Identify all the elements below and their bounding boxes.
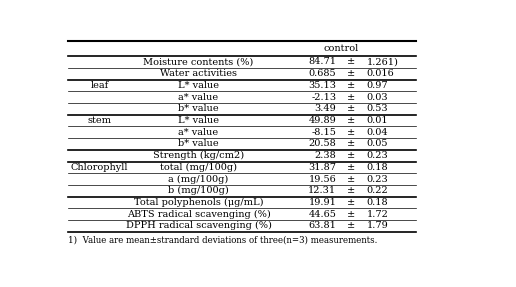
Text: 63.81: 63.81 — [309, 222, 336, 230]
Text: 0.18: 0.18 — [366, 163, 388, 172]
Text: Moisture contents (%): Moisture contents (%) — [143, 57, 253, 67]
Text: leaf: leaf — [90, 81, 108, 90]
Text: Strength (kg/cm2): Strength (kg/cm2) — [153, 151, 244, 160]
Text: 0.01: 0.01 — [366, 116, 388, 125]
Text: ±: ± — [347, 210, 356, 219]
Text: b* value: b* value — [178, 139, 219, 148]
Text: 0.016: 0.016 — [366, 69, 394, 78]
Text: stem: stem — [88, 116, 111, 125]
Text: 0.05: 0.05 — [366, 139, 388, 148]
Text: 2.38: 2.38 — [315, 151, 336, 160]
Text: ±: ± — [347, 198, 356, 207]
Text: 0.18: 0.18 — [366, 198, 388, 207]
Text: 1.79: 1.79 — [366, 222, 388, 230]
Text: Total polyphenols (μg/mL): Total polyphenols (μg/mL) — [134, 198, 263, 207]
Text: a* value: a* value — [179, 128, 219, 137]
Text: 1.261): 1.261) — [366, 57, 398, 67]
Text: 31.87: 31.87 — [309, 163, 336, 172]
Text: ±: ± — [347, 139, 356, 148]
Text: -8.15: -8.15 — [312, 128, 336, 137]
Text: ±: ± — [347, 151, 356, 160]
Text: 0.23: 0.23 — [366, 174, 388, 184]
Text: 19.91: 19.91 — [309, 198, 336, 207]
Text: b (mg/100g): b (mg/100g) — [168, 186, 229, 195]
Text: 0.97: 0.97 — [366, 81, 388, 90]
Text: 0.22: 0.22 — [366, 186, 388, 195]
Text: ±: ± — [347, 163, 356, 172]
Text: Chlorophyll: Chlorophyll — [71, 163, 128, 172]
Text: ±: ± — [347, 69, 356, 78]
Text: 1)  Value are mean±strandard deviations of three(n=3) measurements.: 1) Value are mean±strandard deviations o… — [69, 236, 378, 245]
Text: Water activities: Water activities — [160, 69, 237, 78]
Text: 0.53: 0.53 — [366, 104, 388, 113]
Text: control: control — [324, 44, 359, 53]
Text: ±: ± — [347, 93, 356, 102]
Text: 35.13: 35.13 — [309, 81, 336, 90]
Text: 0.23: 0.23 — [366, 151, 388, 160]
Text: 1.72: 1.72 — [366, 210, 389, 219]
Text: ±: ± — [347, 186, 356, 195]
Text: ±: ± — [347, 104, 356, 113]
Text: ±: ± — [347, 128, 356, 137]
Text: 20.58: 20.58 — [309, 139, 336, 148]
Text: a* value: a* value — [179, 93, 219, 102]
Text: 3.49: 3.49 — [315, 104, 336, 113]
Text: 0.03: 0.03 — [366, 93, 388, 102]
Text: -2.13: -2.13 — [311, 93, 336, 102]
Text: 49.89: 49.89 — [309, 116, 336, 125]
Text: ±: ± — [347, 174, 356, 184]
Text: L* value: L* value — [178, 81, 219, 90]
Text: 44.65: 44.65 — [309, 210, 336, 219]
Text: DPPH radical scavenging (%): DPPH radical scavenging (%) — [125, 221, 271, 230]
Text: total (mg/100g): total (mg/100g) — [160, 163, 237, 172]
Text: b* value: b* value — [178, 104, 219, 113]
Text: 19.56: 19.56 — [309, 174, 336, 184]
Text: L* value: L* value — [178, 116, 219, 125]
Text: ABTS radical scavenging (%): ABTS radical scavenging (%) — [126, 210, 270, 219]
Text: ±: ± — [347, 57, 356, 67]
Text: ±: ± — [347, 116, 356, 125]
Text: 12.31: 12.31 — [308, 186, 336, 195]
Text: ±: ± — [347, 81, 356, 90]
Text: 84.71: 84.71 — [309, 57, 336, 67]
Text: ±: ± — [347, 222, 356, 230]
Text: a (mg/100g): a (mg/100g) — [168, 174, 229, 184]
Text: 0.685: 0.685 — [309, 69, 336, 78]
Text: 0.04: 0.04 — [366, 128, 388, 137]
